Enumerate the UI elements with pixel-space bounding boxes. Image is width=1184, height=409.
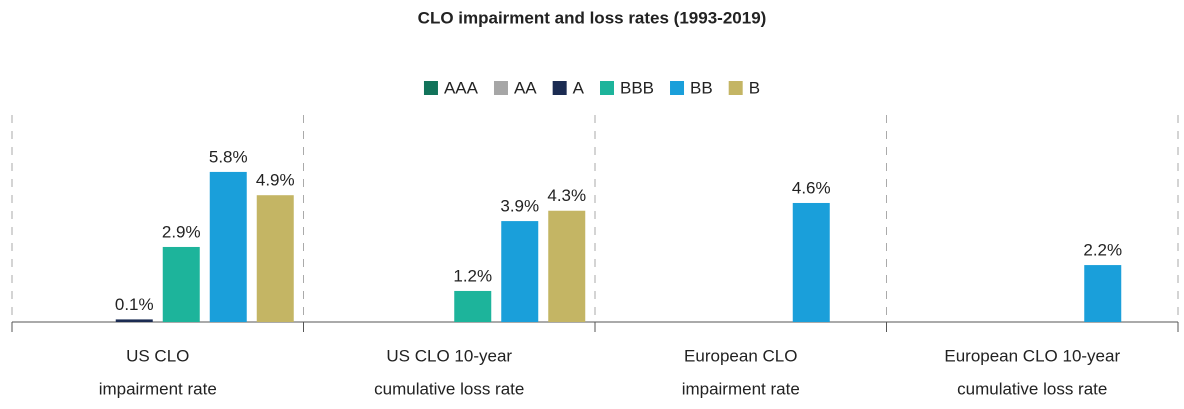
x-tick-label: impairment rate (682, 379, 800, 398)
bar (501, 221, 539, 322)
bar (115, 319, 153, 322)
value-label: 4.3% (547, 186, 586, 205)
bar (454, 290, 492, 322)
bar (792, 202, 830, 322)
legend-label: AAA (444, 78, 479, 97)
legend-swatch (552, 81, 567, 95)
legend-label: AA (514, 78, 537, 97)
x-tick-label: impairment rate (99, 379, 217, 398)
value-label: 4.9% (256, 171, 295, 190)
x-tick-label: European CLO (684, 346, 797, 365)
x-tick-label: cumulative loss rate (374, 379, 524, 398)
value-label: 1.2% (453, 266, 492, 285)
legend-label: BB (690, 78, 713, 97)
legend-swatch (423, 81, 438, 95)
legend-swatch (600, 81, 614, 95)
legend-swatch (493, 81, 508, 95)
bar (256, 195, 294, 322)
bar (1084, 265, 1122, 322)
x-tick-label: US CLO 10-year (386, 346, 512, 365)
value-label: 4.6% (792, 178, 831, 197)
value-label: 0.1% (115, 295, 154, 314)
x-tick-label: European CLO 10-year (944, 346, 1120, 365)
legend-swatch (728, 81, 743, 95)
legend-label: B (749, 78, 760, 97)
value-label: 2.2% (1083, 241, 1122, 260)
legend-label: BBB (620, 78, 654, 97)
bar (548, 210, 586, 322)
bar (209, 171, 247, 322)
chart-title: CLO impairment and loss rates (1993-2019… (418, 8, 767, 27)
value-label: 5.8% (209, 147, 248, 166)
value-label: 3.9% (500, 197, 539, 216)
bar (162, 246, 200, 322)
value-label: 2.9% (162, 222, 201, 241)
legend-swatch (670, 81, 685, 95)
legend-label: A (573, 78, 585, 97)
x-tick-label: cumulative loss rate (957, 379, 1107, 398)
x-tick-label: US CLO (126, 346, 189, 365)
